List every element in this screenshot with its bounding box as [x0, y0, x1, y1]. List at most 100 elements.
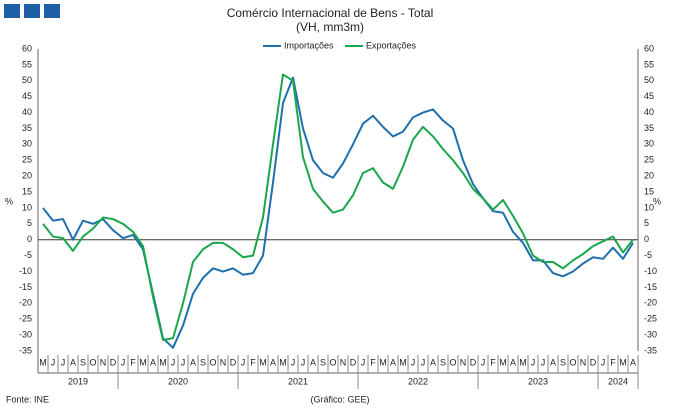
x-tick-label: F	[610, 357, 616, 367]
y-tick-label: 35	[22, 123, 32, 133]
x-tick-label: J	[361, 357, 366, 367]
footer: (Gráfico: GEE)	[310, 394, 369, 404]
x-tick-label: J	[531, 357, 536, 367]
y-tick-label: 10	[22, 202, 32, 212]
y-tick-label: -20	[19, 298, 32, 308]
y-tick-label: 60	[22, 43, 32, 53]
logo	[4, 4, 20, 18]
y-tick-label: -35	[644, 345, 657, 355]
x-tick-label: J	[121, 357, 126, 367]
x-tick-label: F	[130, 357, 136, 367]
line-series	[42, 76, 634, 349]
x-tick-label: N	[340, 357, 347, 367]
y-tick-label: 5	[27, 218, 32, 228]
y-tick-label: 5	[644, 218, 649, 228]
y-tick-label: 50	[644, 75, 654, 85]
x-tick-label: M	[159, 357, 167, 367]
y-tick-label: -5	[644, 250, 652, 260]
y-tick-label: 10	[644, 202, 654, 212]
x-tick-label: D	[350, 357, 357, 367]
y-tick-label: -25	[19, 314, 32, 324]
x-tick-label: J	[301, 357, 306, 367]
y-tick-label: 25	[22, 155, 32, 165]
x-tick-label: M	[379, 357, 387, 367]
y-tick-label: 20	[644, 171, 654, 181]
x-tick-label: A	[630, 357, 636, 367]
y-tick-label: 25	[644, 155, 654, 165]
x-tick-label: S	[560, 357, 566, 367]
y-tick-label: -25	[644, 314, 657, 324]
y-tick-label: 55	[22, 59, 32, 69]
x-tick-label: J	[181, 357, 186, 367]
y-tick-label: 15	[644, 186, 654, 196]
x-tick-label: J	[241, 357, 246, 367]
y-tick-label: 45	[644, 91, 654, 101]
legend-label: Importações	[284, 40, 334, 50]
x-tick-label: A	[190, 357, 196, 367]
x-tick-label: D	[470, 357, 477, 367]
y-tick-label: 0	[27, 234, 32, 244]
x-tick-label: M	[519, 357, 527, 367]
x-tick-label: A	[390, 357, 396, 367]
x-tick-label: J	[51, 357, 56, 367]
y-axis-label: %	[653, 196, 661, 206]
y-tick-label: 40	[644, 107, 654, 117]
x-tick-label: F	[370, 357, 376, 367]
x-tick-label: J	[61, 357, 66, 367]
chart-subtitle: (VH, mm3m)	[296, 20, 364, 34]
y-tick-label: 45	[22, 91, 32, 101]
x-tick-label: J	[421, 357, 426, 367]
x-tick-label: A	[510, 357, 516, 367]
x-tick-label: D	[230, 357, 237, 367]
y-tick-label: 55	[644, 59, 654, 69]
y-tick-label: 0	[644, 234, 649, 244]
x-tick-label: A	[310, 357, 316, 367]
x-tick-label: J	[171, 357, 176, 367]
year-label: 2023	[528, 376, 548, 386]
year-label: 2022	[408, 376, 428, 386]
x-tick-label: A	[150, 357, 156, 367]
y-tick-label: 40	[22, 107, 32, 117]
x-tick-label: M	[39, 357, 47, 367]
x-tick-label: S	[440, 357, 446, 367]
year-label: 2019	[68, 376, 88, 386]
logo	[24, 4, 40, 18]
x-tick-label: A	[430, 357, 436, 367]
x-tick-label: N	[460, 357, 467, 367]
y-tick-label: 20	[22, 171, 32, 181]
x-tick-label: O	[89, 357, 96, 367]
x-tick-label: D	[590, 357, 597, 367]
footer: Fonte: INE	[6, 394, 49, 404]
y-tick-label: -10	[19, 266, 32, 276]
x-tick-label: S	[80, 357, 86, 367]
x-tick-label: O	[569, 357, 576, 367]
x-tick-label: S	[200, 357, 206, 367]
y-tick-label: -30	[19, 329, 32, 339]
x-tick-label: N	[100, 357, 107, 367]
x-tick-label: D	[110, 357, 117, 367]
year-label: 2021	[288, 376, 308, 386]
x-tick-label: M	[399, 357, 407, 367]
y-tick-label: -35	[19, 345, 32, 355]
x-tick-label: M	[139, 357, 147, 367]
x-tick-label: J	[541, 357, 546, 367]
x-tick-label: J	[291, 357, 296, 367]
x-tick-label: N	[580, 357, 587, 367]
chart-title: Comércio Internacional de Bens - Total	[227, 6, 434, 20]
x-tick-label: M	[499, 357, 507, 367]
x-tick-label: F	[250, 357, 256, 367]
y-tick-label: 60	[644, 43, 654, 53]
y-tick-label: 50	[22, 75, 32, 85]
y-tick-label: -10	[644, 266, 657, 276]
x-tick-label: A	[550, 357, 556, 367]
year-label: 2024	[608, 376, 628, 386]
x-tick-label: F	[490, 357, 496, 367]
legend-label: Exportações	[366, 40, 417, 50]
x-tick-label: M	[259, 357, 267, 367]
y-tick-label: -15	[644, 282, 657, 292]
y-tick-label: -15	[19, 282, 32, 292]
logo	[44, 4, 60, 18]
y-tick-label: -20	[644, 298, 657, 308]
x-tick-label: A	[270, 357, 276, 367]
